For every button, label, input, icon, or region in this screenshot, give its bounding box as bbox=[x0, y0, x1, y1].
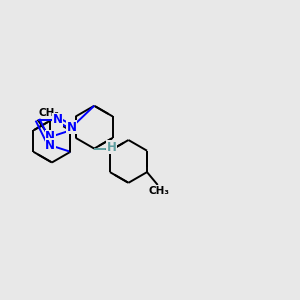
Text: CH₃: CH₃ bbox=[38, 108, 59, 118]
Text: N: N bbox=[53, 113, 63, 126]
Text: N: N bbox=[67, 121, 77, 134]
Text: N: N bbox=[45, 139, 55, 152]
Text: CH₃: CH₃ bbox=[149, 186, 170, 196]
Text: H: H bbox=[106, 141, 116, 154]
Text: N: N bbox=[45, 130, 55, 143]
